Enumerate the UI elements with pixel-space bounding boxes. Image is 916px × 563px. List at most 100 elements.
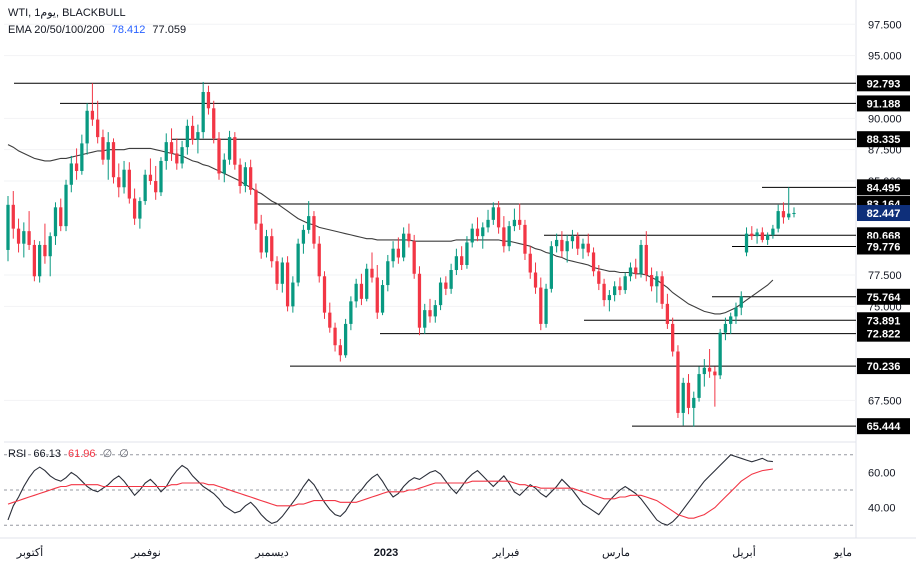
candle xyxy=(16,218,21,253)
candle xyxy=(143,169,147,205)
level-badges: 92.79391.18888.33584.49583.16480.66879.7… xyxy=(857,75,910,435)
candle xyxy=(776,204,780,233)
candle xyxy=(618,277,622,296)
candle-body xyxy=(117,177,121,188)
candle xyxy=(233,132,237,170)
level-badge-bg xyxy=(857,418,910,435)
candle xyxy=(122,160,126,194)
candle xyxy=(43,223,47,264)
candle xyxy=(465,236,469,269)
candle-body xyxy=(396,248,400,258)
candle-body xyxy=(227,137,232,160)
candle xyxy=(90,83,95,126)
candle xyxy=(444,276,448,296)
candle-body xyxy=(106,142,110,160)
candle-body xyxy=(96,119,100,138)
candle-body xyxy=(771,228,775,235)
level-badge: 72.822 xyxy=(857,325,910,342)
candle-body xyxy=(85,110,89,144)
candle-body xyxy=(212,108,216,139)
candle-body xyxy=(180,147,184,164)
candle-body xyxy=(259,223,263,253)
candle xyxy=(454,248,459,276)
candle-body xyxy=(692,397,696,408)
candle-body xyxy=(148,174,153,182)
candle xyxy=(307,201,311,234)
candle xyxy=(781,202,786,224)
candle xyxy=(127,162,131,204)
candle-body xyxy=(6,204,10,250)
time-tick-label: نوفمبر xyxy=(130,547,161,559)
horizontal-gridlines xyxy=(0,0,916,539)
symbol-legend: WTI, 1يوم, BLACKBULL xyxy=(8,6,130,19)
candle-body xyxy=(597,271,601,284)
candle-body xyxy=(349,301,353,324)
candle xyxy=(407,223,411,248)
candle xyxy=(486,209,490,233)
candle-body xyxy=(502,227,506,247)
candle xyxy=(32,239,37,282)
candle-body xyxy=(233,137,237,165)
candle xyxy=(280,257,284,293)
symbol-title[interactable]: WTI, 1يوم, BLACKBULL xyxy=(8,7,126,19)
rsi-label[interactable]: RSI xyxy=(8,448,27,460)
candle-body xyxy=(38,244,42,277)
candle-body xyxy=(169,142,174,154)
candle-body xyxy=(460,256,464,265)
time-tick-label: ديسمبر xyxy=(254,547,289,559)
candle xyxy=(359,273,364,306)
candle xyxy=(159,157,163,197)
candle-body xyxy=(496,207,501,228)
candle xyxy=(607,290,612,312)
candle xyxy=(317,236,321,283)
time-axis[interactable]: أكتوبر نوفمبر ديسمبر 2023 فبراير مارس أبريل ماي… xyxy=(16,545,852,559)
level-badge: 73.891 xyxy=(857,312,910,329)
candle xyxy=(760,227,764,243)
candle-body xyxy=(365,268,369,299)
candle xyxy=(243,162,248,193)
candle xyxy=(744,227,749,257)
candle-body xyxy=(713,371,717,376)
candle-body xyxy=(560,239,564,252)
candle-body xyxy=(301,229,306,244)
candle xyxy=(649,267,654,292)
time-tick-label: 2023 xyxy=(374,547,398,559)
candle-body xyxy=(591,252,596,272)
candle-body xyxy=(634,267,638,274)
candle-body xyxy=(744,233,749,253)
candle-body xyxy=(206,91,211,109)
price-axis[interactable]: 97.50095.00090.00087.50085.00077.50075.0… xyxy=(868,19,902,514)
candle xyxy=(375,264,379,319)
candle-body xyxy=(750,233,754,237)
candle xyxy=(750,226,754,240)
candle xyxy=(639,239,643,278)
candle-body xyxy=(533,272,538,288)
price-tick-label: 67.500 xyxy=(868,395,902,407)
candle xyxy=(665,293,670,329)
candle-body xyxy=(312,216,316,244)
ema-label[interactable]: EMA 20/50/100/200 xyxy=(8,24,105,36)
candle-body xyxy=(539,287,543,324)
candle xyxy=(386,254,390,292)
candle-body xyxy=(623,276,627,291)
candle-body xyxy=(238,164,242,187)
time-tick-label: أكتوبر xyxy=(16,545,43,559)
candle-body xyxy=(618,286,622,291)
candle-body xyxy=(143,174,147,202)
candle xyxy=(496,201,501,234)
candle xyxy=(249,159,253,195)
candle-body xyxy=(402,233,406,258)
candle xyxy=(660,271,664,309)
rsi-tick-label: 60.00 xyxy=(868,467,896,479)
candle-body xyxy=(270,236,274,262)
candle-body xyxy=(333,327,337,346)
candle xyxy=(739,291,743,316)
candle xyxy=(634,258,638,279)
candle xyxy=(132,188,137,225)
candle xyxy=(734,302,738,324)
candle xyxy=(549,241,553,293)
price-tick-label: 90.000 xyxy=(868,113,902,125)
level-badge-bg xyxy=(857,179,910,196)
level-badge-bg xyxy=(857,131,910,148)
candle xyxy=(792,207,796,218)
